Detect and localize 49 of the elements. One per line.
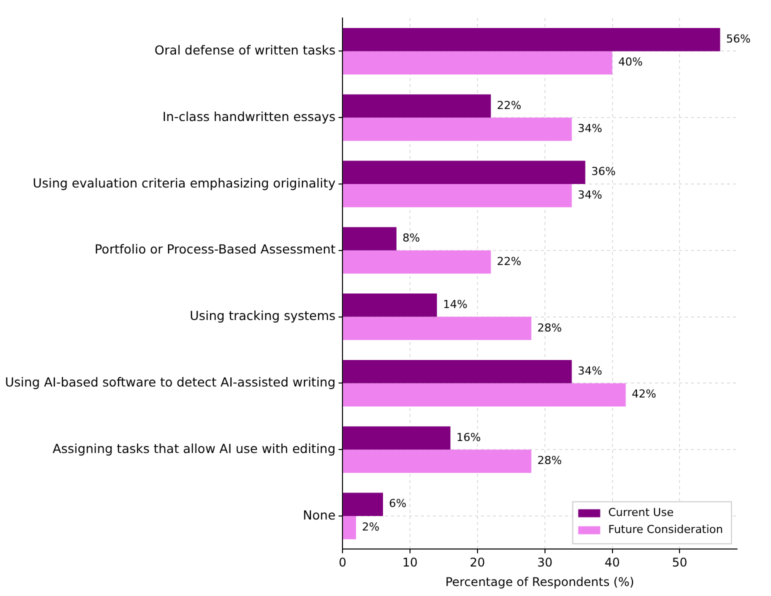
y-tick-label: Oral defense of written tasks [154,42,336,58]
y-tick-label: Assigning tasks that allow AI use with editing [52,440,336,456]
bar [343,227,396,250]
y-tick-label: None [302,507,336,522]
bar [343,250,491,274]
bar [343,28,720,52]
data-label: 28% [537,321,562,334]
data-label: 22% [496,98,522,112]
bar [343,492,383,516]
x-tick-label: 50 [672,556,688,570]
data-label: 22% [496,254,522,268]
legend-label: Current Use [608,506,674,520]
y-tick-label: In-class handwritten essays [162,108,336,124]
data-label: 34% [578,122,602,136]
y-tick-label: Portfolio or Process-Based Assessment [94,242,336,257]
data-label: 40% [618,56,643,69]
data-label: 8% [402,232,420,245]
x-tick-label: 10 [402,556,418,570]
bar [343,160,586,184]
bar [343,383,626,406]
data-label: 2% [362,520,380,534]
x-tick-label: 20 [470,556,486,570]
data-label: 34% [578,188,602,202]
x-tick-label: 30 [537,556,552,570]
bar [343,316,532,340]
data-label: 42% [632,388,656,401]
y-tick-label: Using AI-based software to detect AI-assisted writing [4,374,336,390]
legend-label: Future Consideration [608,523,724,536]
data-label: 28% [537,454,562,468]
bar [343,94,491,118]
bar [343,360,572,384]
bar [343,51,612,74]
data-label: 56% [726,32,751,46]
bar [343,184,572,208]
bar [343,450,532,473]
x-tick-label: 40 [604,556,620,570]
y-tick-label: Using evaluation criteria emphasizing originality [32,175,336,190]
bar [343,294,437,317]
data-label: 14% [442,298,468,312]
bar [343,118,572,141]
data-label: 36% [591,165,616,178]
bar [343,516,356,540]
y-tick-label: Using tracking systems [190,308,336,324]
data-label: 6% [389,497,406,510]
x-tick-label: 0 [338,556,346,570]
data-label: 34% [578,364,602,378]
x-axis-title: Percentage of Respondents (%) [445,574,634,589]
bar [343,426,450,450]
data-label: 16% [456,430,481,444]
